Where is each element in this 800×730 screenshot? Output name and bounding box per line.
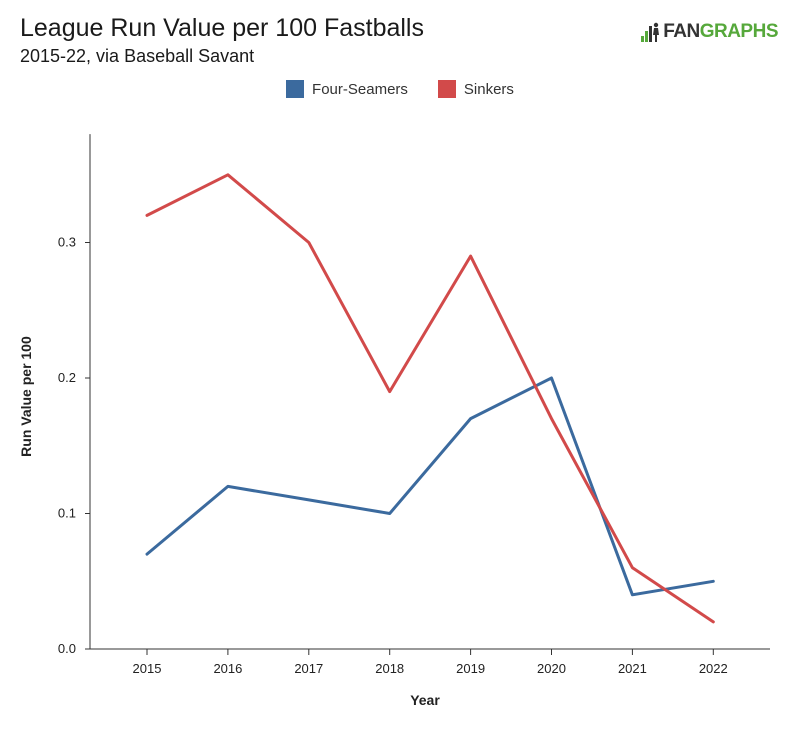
x-tick-label: 2020 [537, 661, 566, 676]
y-tick-label: 0.2 [58, 370, 76, 385]
series-line-sinkers [145, 173, 715, 624]
y-tick-label: 0.0 [58, 641, 76, 656]
logo-text-graphs: GRAPHS [699, 21, 779, 42]
x-tick-label: 2018 [375, 661, 404, 676]
legend-swatch-sinkers [437, 80, 456, 98]
fangraphs-logo-icon [641, 22, 660, 42]
chart-title: League Run Value per 100 Fastballs [20, 14, 424, 42]
legend-item-sinkers: Sinkers [437, 80, 514, 98]
x-tick-label: 2017 [294, 661, 323, 676]
logo-text-fan: FAN [663, 21, 700, 42]
x-tick-label: 2021 [618, 661, 647, 676]
chart-legend: Four-Seamers Sinkers [0, 80, 800, 98]
legend-item-four-seamers: Four-Seamers [286, 80, 408, 98]
y-tick-label: 0.3 [58, 235, 76, 250]
x-tick-label: 2022 [699, 661, 728, 676]
chart-subtitle: 2015-22, via Baseball Savant [20, 46, 255, 66]
legend-label-sinkers: Sinkers [463, 80, 514, 98]
y-axis-label: Run Value per 100 [18, 336, 34, 457]
x-axis-label: Year [410, 692, 440, 708]
x-tick-label: 2015 [133, 661, 162, 676]
x-tick-label: 2016 [213, 661, 242, 676]
legend-swatch-four-seamers [286, 80, 305, 98]
y-tick-label: 0.1 [58, 506, 76, 521]
x-tick-label: 2019 [456, 661, 485, 676]
legend-label-four-seamers: Four-Seamers [312, 80, 408, 98]
fangraphs-logo: FAN GRAPHS [641, 20, 779, 44]
series-line-four-seamers [145, 376, 715, 597]
